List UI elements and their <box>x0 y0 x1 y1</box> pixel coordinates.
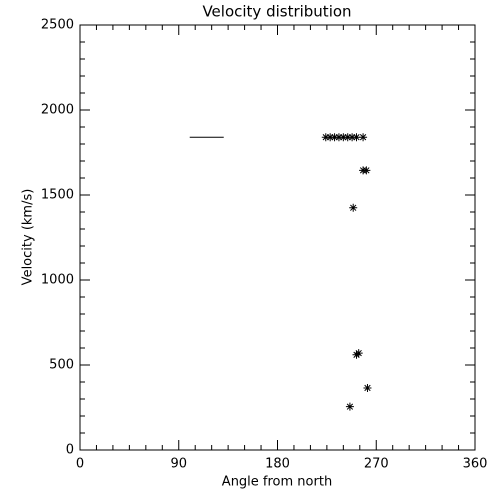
x-tick-label: 90 <box>170 457 187 472</box>
asterisk-point <box>326 133 335 142</box>
y-tick-label: 1500 <box>41 188 74 203</box>
asterisk-point <box>352 350 361 359</box>
asterisk-point <box>339 133 348 142</box>
x-tick-label: 0 <box>76 457 84 472</box>
asterisk-point <box>348 133 357 142</box>
x-tick-label: 270 <box>364 457 389 472</box>
x-axis-label: Angle from north <box>222 475 332 490</box>
y-tick-label: 0 <box>66 443 74 458</box>
y-axis-label: Velocity (km/s) <box>21 189 36 286</box>
asterisk-point <box>363 383 372 392</box>
asterisk-point <box>334 133 343 142</box>
x-tick-label: 180 <box>265 457 290 472</box>
asterisk-point <box>321 133 330 142</box>
asterisk-point <box>359 133 368 142</box>
y-tick-label: 1000 <box>41 273 74 288</box>
asterisk-point <box>343 133 352 142</box>
asterisk-point <box>352 133 361 142</box>
asterisk-point <box>330 133 339 142</box>
asterisk-point <box>362 166 371 175</box>
asterisk-point <box>349 203 358 212</box>
y-tick-label: 500 <box>49 358 74 373</box>
chart-title: Velocity distribution <box>202 3 351 21</box>
x-tick-label: 360 <box>463 457 488 472</box>
plot-frame <box>79 24 476 451</box>
asterisk-point <box>345 402 354 411</box>
y-tick-label: 2500 <box>41 18 74 33</box>
y-tick-label: 2000 <box>41 103 74 118</box>
